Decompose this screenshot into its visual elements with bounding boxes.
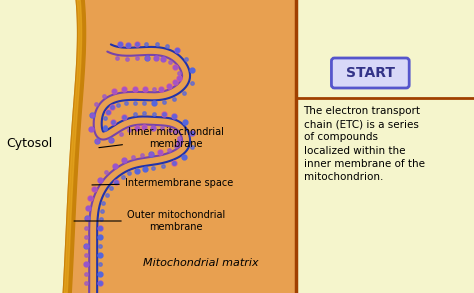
Text: The electron transport
chain (ETC) is a series
of compounds
localized within the: The electron transport chain (ETC) is a … bbox=[303, 106, 425, 182]
Polygon shape bbox=[63, 0, 295, 293]
Bar bbox=[295, 0, 474, 293]
Text: Outer mitochondrial
membrane: Outer mitochondrial membrane bbox=[74, 210, 225, 232]
Text: Cytosol: Cytosol bbox=[6, 137, 53, 149]
Text: Inner mitochondrial
membrane: Inner mitochondrial membrane bbox=[99, 127, 224, 149]
Text: Mitochondrial matrix: Mitochondrial matrix bbox=[143, 258, 259, 268]
Text: Intermembrane space: Intermembrane space bbox=[92, 178, 233, 188]
FancyBboxPatch shape bbox=[331, 58, 409, 88]
Text: START: START bbox=[346, 66, 395, 80]
